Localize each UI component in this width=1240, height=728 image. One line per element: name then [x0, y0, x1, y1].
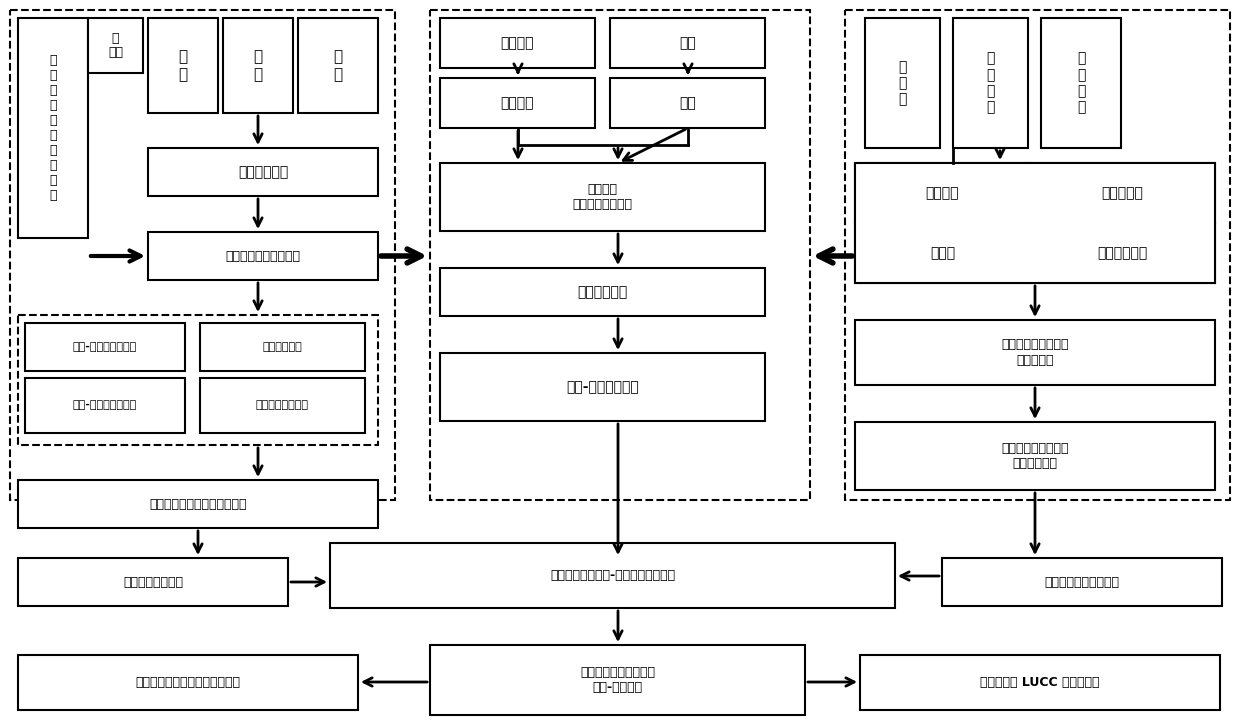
Text: 分析气候变化对洪水特征影响: 分析气候变化对洪水特征影响: [149, 497, 247, 510]
Text: 降水-径流双累计曲线: 降水-径流双累计曲线: [73, 400, 138, 411]
Text: 土地利用时空变化格局: 土地利用时空变化格局: [1044, 576, 1120, 588]
Text: 温
度: 温 度: [179, 50, 187, 82]
Text: 人工降雨
流域场次洪水观测: 人工降雨 流域场次洪水观测: [573, 183, 632, 211]
FancyBboxPatch shape: [942, 558, 1221, 606]
FancyBboxPatch shape: [610, 18, 765, 68]
Text: 降水径流时空变化特征: 降水径流时空变化特征: [226, 250, 300, 263]
FancyBboxPatch shape: [430, 645, 805, 715]
Text: 同降水频率下径流: 同降水频率下径流: [255, 400, 309, 411]
FancyBboxPatch shape: [1030, 163, 1215, 223]
FancyBboxPatch shape: [866, 18, 940, 148]
Text: 空间变化模: 空间变化模: [1101, 186, 1143, 200]
Text: 动态度: 动态度: [930, 246, 955, 260]
Text: 径
流: 径 流: [334, 50, 342, 82]
FancyBboxPatch shape: [148, 18, 218, 113]
Text: 探讨台风雨地区小流域
暴雨-洪水机理: 探讨台风雨地区小流域 暴雨-洪水机理: [580, 666, 655, 694]
FancyBboxPatch shape: [856, 163, 1030, 223]
Text: 坡度: 坡度: [680, 96, 696, 110]
Text: 植被类型: 植被类型: [501, 36, 534, 50]
Text: 变化方向模型: 变化方向模型: [1097, 246, 1148, 260]
Text: 西
南
季
风
和
东
亚
季
风
强: 西 南 季 风 和 东 亚 季 风 强: [50, 54, 57, 202]
FancyBboxPatch shape: [1030, 223, 1215, 283]
Text: 洪水特征对 LUCC 的响应机理: 洪水特征对 LUCC 的响应机理: [981, 676, 1100, 689]
Text: 降
水: 降 水: [253, 50, 263, 82]
Text: 洪水特性对气候变化的响应机理: 洪水特性对气候变化的响应机理: [135, 676, 241, 689]
FancyBboxPatch shape: [200, 323, 365, 371]
Text: 华南中小流域暴雨-洪水关键因子确定: 华南中小流域暴雨-洪水关键因子确定: [549, 569, 675, 582]
FancyBboxPatch shape: [861, 655, 1220, 710]
FancyBboxPatch shape: [954, 18, 1028, 148]
Text: 统计分析方法: 统计分析方法: [578, 285, 627, 299]
Text: 地
形
图: 地 形 图: [898, 60, 906, 106]
FancyBboxPatch shape: [88, 18, 143, 73]
FancyBboxPatch shape: [856, 163, 1215, 283]
FancyBboxPatch shape: [440, 268, 765, 316]
FancyBboxPatch shape: [856, 422, 1215, 490]
FancyBboxPatch shape: [200, 378, 365, 433]
FancyBboxPatch shape: [223, 18, 293, 113]
FancyBboxPatch shape: [856, 223, 1030, 283]
FancyBboxPatch shape: [440, 18, 595, 68]
Text: 分析土地利用变化对
洪水特征影响: 分析土地利用变化对 洪水特征影响: [1001, 442, 1069, 470]
FancyBboxPatch shape: [19, 18, 88, 238]
Text: 降水-径流距平百分率: 降水-径流距平百分率: [73, 342, 138, 352]
FancyBboxPatch shape: [19, 558, 288, 606]
FancyBboxPatch shape: [25, 378, 185, 433]
Text: 土
地
利
用: 土 地 利 用: [1076, 52, 1085, 114]
FancyBboxPatch shape: [298, 18, 378, 113]
Text: 暴雨-洪水过程机理: 暴雨-洪水过程机理: [567, 380, 639, 394]
Text: 时间序列分析: 时间序列分析: [238, 165, 288, 179]
FancyBboxPatch shape: [25, 323, 185, 371]
Text: 土壤类型: 土壤类型: [501, 96, 534, 110]
FancyBboxPatch shape: [148, 232, 378, 280]
Text: 度
变化: 度 变化: [108, 31, 123, 60]
FancyBboxPatch shape: [1042, 18, 1121, 148]
Text: 年径流系数数: 年径流系数数: [263, 342, 303, 352]
Text: 雨强: 雨强: [680, 36, 696, 50]
Text: 土地利用覆被变化空
间格局特征: 土地利用覆被变化空 间格局特征: [1001, 339, 1069, 366]
FancyBboxPatch shape: [440, 163, 765, 231]
FancyBboxPatch shape: [330, 543, 895, 608]
FancyBboxPatch shape: [148, 148, 378, 196]
Text: 遥
感
影
像: 遥 感 影 像: [986, 52, 994, 114]
FancyBboxPatch shape: [19, 480, 378, 528]
FancyBboxPatch shape: [610, 78, 765, 128]
Text: 综合指数: 综合指数: [926, 186, 960, 200]
FancyBboxPatch shape: [440, 353, 765, 421]
FancyBboxPatch shape: [856, 320, 1215, 385]
Text: 水文气象特征分析: 水文气象特征分析: [123, 576, 184, 588]
FancyBboxPatch shape: [440, 78, 595, 128]
FancyBboxPatch shape: [19, 655, 358, 710]
